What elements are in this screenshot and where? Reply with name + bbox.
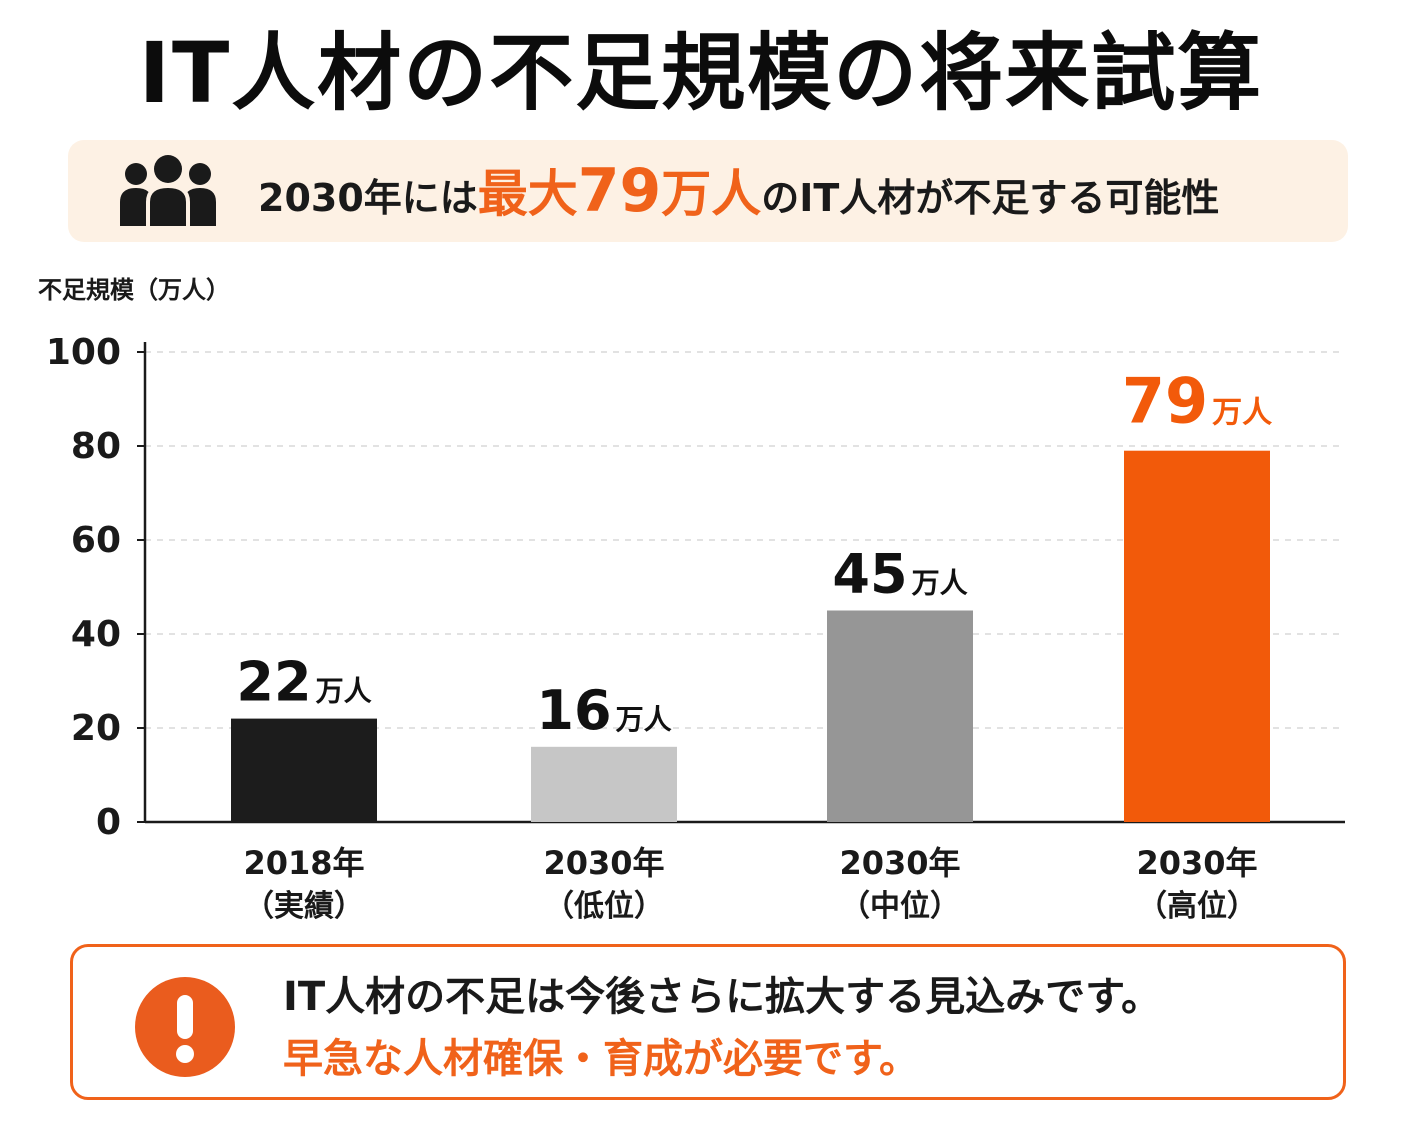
bar <box>827 610 973 822</box>
exclamation-icon <box>135 977 235 1077</box>
x-tick-sublabel: （実績） <box>244 889 364 924</box>
y-tick-label: 40 <box>71 614 121 655</box>
x-tick-sublabel: （中位） <box>840 889 960 924</box>
summary-banner: 2030年には最大79万人のIT人材が不足する可能性 <box>68 140 1348 242</box>
data-label: 45 万人 <box>832 543 967 606</box>
x-tick-label: 2030年 <box>839 844 960 882</box>
bar <box>531 746 677 822</box>
x-tick-label: 2030年 <box>1136 844 1257 882</box>
page-title: IT人材の不足規模の将来試算 <box>138 24 1264 122</box>
callout-box: IT人材の不足は今後さらに拡大する見込みです。 早急な人材確保・育成が必要です。 <box>70 944 1346 1100</box>
banner-highlight: 最大79万人 <box>477 156 762 226</box>
x-tick-label: 2030年 <box>543 844 664 882</box>
callout-line-2: 早急な人材確保・育成が必要です。 <box>283 1036 919 1082</box>
x-tick-label: 2018年 <box>243 844 364 882</box>
banner-highlight-pre: 最大 <box>477 165 578 223</box>
y-tick-label: 100 <box>46 332 121 373</box>
y-tick-label: 80 <box>71 426 121 467</box>
banner-suffix: のIT人材が不足する可能性 <box>761 176 1220 220</box>
x-tick-sublabel: （低位） <box>544 889 664 924</box>
bar <box>1124 450 1270 822</box>
banner-highlight-post: 万人 <box>661 165 762 223</box>
y-tick-label: 60 <box>71 520 121 561</box>
y-axis-label: 不足規模（万人） <box>38 276 230 304</box>
bar-chart: 0 20 40 60 80 100 22 万人 2018年 （実績） 16 万人 2030年 （低位） 45… <box>46 332 1345 924</box>
bar <box>231 718 377 822</box>
data-label: 79 万人 <box>1122 365 1272 438</box>
y-tick-label: 0 <box>96 802 121 843</box>
data-label: 16 万人 <box>536 679 671 742</box>
x-tick-sublabel: （高位） <box>1137 889 1257 924</box>
data-label: 22 万人 <box>236 651 371 714</box>
callout-line-1: IT人材の不足は今後さらに拡大する見込みです。 <box>283 974 1162 1020</box>
y-tick-label: 20 <box>71 708 121 749</box>
banner-text: 2030年には最大79万人のIT人材が不足する可能性 <box>258 140 1219 242</box>
banner-highlight-number: 79 <box>577 156 662 226</box>
banner-prefix: 2030年には <box>258 176 478 220</box>
people-group-icon <box>120 155 216 228</box>
